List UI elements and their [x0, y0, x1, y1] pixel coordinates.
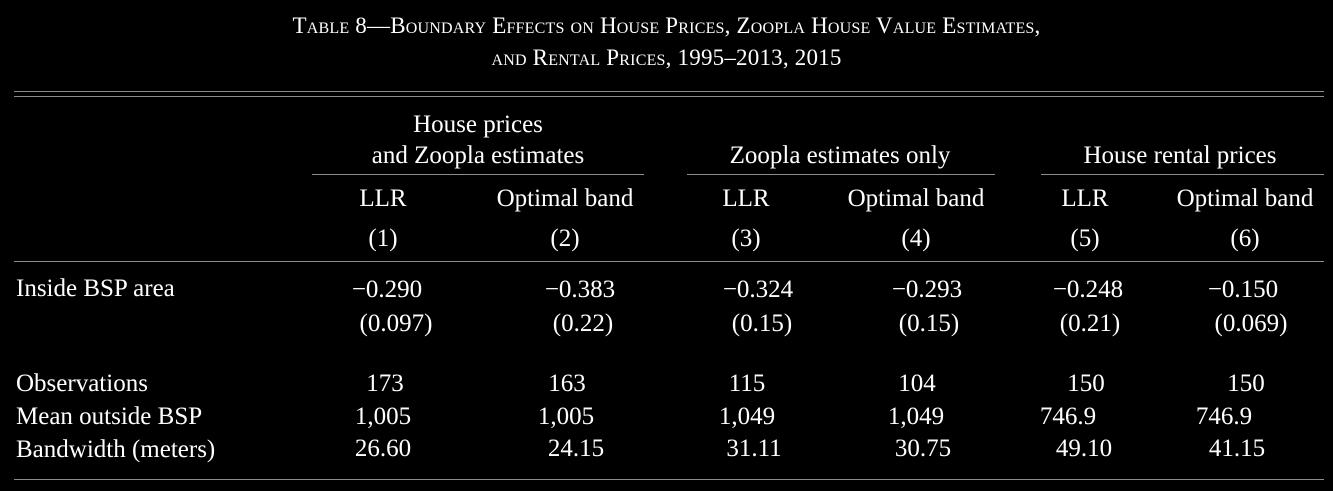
group-rule-3 — [1041, 174, 1324, 175]
column-header-6-method: Optimal band — [1176, 185, 1314, 212]
row-label-mean-outside-bsp: Mean outside BSP — [16, 403, 203, 430]
observations-col-1: 173 — [366, 370, 404, 397]
table-title-line1: Table 8—Boundary Effects on House Prices… — [292, 13, 1041, 38]
bandwidth-col-2: 24.15 — [547, 435, 605, 462]
column-header-5-method: LLR — [1061, 185, 1109, 212]
column-header-5-number: (5) — [1070, 225, 1100, 252]
bandwidth-col-6: 41.15 — [1208, 435, 1266, 462]
group-header-house-prices-line1: House prices — [413, 111, 543, 138]
observations-col-3: 115 — [728, 370, 766, 397]
coef-col-6: −0.150 — [1207, 276, 1279, 303]
row-label-observations: Observations — [16, 370, 148, 397]
group-header-house-prices-line2: and Zoopla estimates — [371, 142, 585, 169]
column-header-1-number: (1) — [368, 225, 398, 252]
coef-col-4: −0.293 — [891, 276, 963, 303]
column-header-3-method: LLR — [722, 185, 770, 212]
column-header-2-number: (2) — [550, 225, 580, 252]
se-col-5: (0.21) — [1059, 310, 1121, 337]
bandwidth-col-3: 31.11 — [726, 435, 782, 462]
column-header-2-method: Optimal band — [496, 185, 634, 212]
group-header-zoopla: Zoopla estimates only — [729, 142, 951, 169]
se-col-1: (0.097) — [359, 310, 433, 337]
coef-col-1: −0.290 — [351, 276, 423, 303]
coef-col-3: −0.324 — [722, 276, 794, 303]
header-rule — [14, 261, 1324, 262]
coef-col-5: −0.248 — [1052, 276, 1124, 303]
top-rule-1 — [14, 91, 1324, 92]
bandwidth-col-5: 49.10 — [1055, 435, 1113, 462]
column-header-6-number: (6) — [1230, 225, 1260, 252]
observations-col-5: 150 — [1067, 370, 1105, 397]
se-col-3: (0.15) — [731, 310, 793, 337]
row-label-bandwidth: Bandwidth (meters) — [16, 436, 216, 463]
bandwidth-col-1: 26.60 — [354, 435, 412, 462]
bandwidth-col-4: 30.75 — [894, 435, 952, 462]
se-col-2: (0.22) — [552, 310, 614, 337]
row-label-inside-bsp: Inside BSP area — [16, 275, 175, 302]
group-rule-2 — [687, 174, 995, 175]
se-col-6: (0.069) — [1214, 310, 1288, 337]
mean-outside-col-1: 1,005 — [354, 403, 412, 430]
group-rule-1 — [312, 174, 644, 175]
mean-outside-col-6: 746.9 — [1195, 403, 1253, 430]
mean-outside-col-5: 746.9 — [1039, 403, 1097, 430]
coef-col-2: −0.383 — [544, 276, 616, 303]
column-header-4-method: Optimal band — [847, 185, 985, 212]
mean-outside-col-4: 1,049 — [887, 403, 945, 430]
group-header-rental: House rental prices — [1083, 142, 1277, 169]
mean-outside-col-2: 1,005 — [537, 403, 595, 430]
top-rule-2 — [14, 96, 1324, 97]
table-title-line2: and Rental Prices, 1995–2013, 2015 — [491, 45, 842, 70]
se-col-4: (0.15) — [898, 310, 960, 337]
mean-outside-col-3: 1,049 — [718, 403, 776, 430]
column-header-4-number: (4) — [901, 225, 931, 252]
column-header-1-method: LLR — [359, 185, 407, 212]
bottom-rule — [14, 479, 1324, 480]
observations-col-4: 104 — [898, 370, 936, 397]
column-header-3-number: (3) — [731, 225, 761, 252]
observations-col-2: 163 — [548, 370, 586, 397]
observations-col-6: 150 — [1227, 370, 1265, 397]
